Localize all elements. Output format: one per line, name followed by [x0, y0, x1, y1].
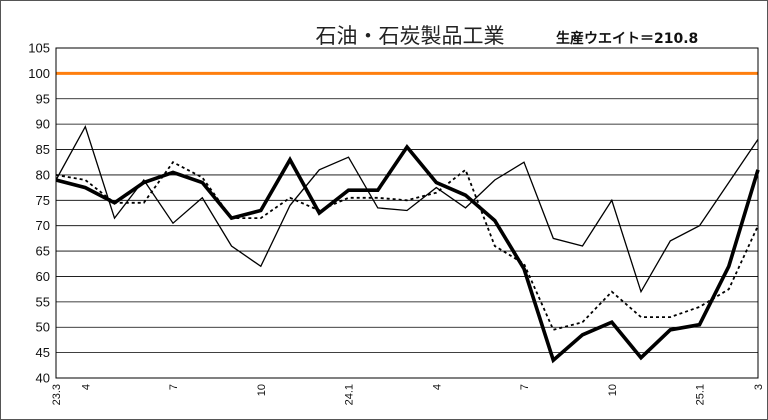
y-tick-label: 45 — [36, 345, 50, 360]
y-tick-label: 85 — [36, 142, 50, 157]
y-tick-label: 100 — [28, 66, 50, 81]
chart-title: 石油・石炭製品工業 — [316, 24, 505, 48]
x-tick-label: 24.1 — [344, 384, 356, 405]
y-tick-label: 105 — [28, 41, 50, 56]
x-tick-label: 3 — [753, 384, 765, 390]
y-axis-ticks: 40 45 50 55 60 65 70 75 80 85 90 95 100 105 — [28, 41, 50, 386]
y-tick-label: 70 — [36, 218, 50, 233]
x-tick-label: 10 — [256, 384, 268, 396]
y-tick-label: 75 — [36, 193, 50, 208]
series-group — [55, 125, 760, 364]
series-line-dotted — [55, 161, 759, 331]
y-tick-label: 60 — [36, 269, 50, 284]
series-line-thin — [55, 125, 759, 294]
x-tick-label: 4 — [80, 384, 92, 390]
x-axis-ticks: 23.3 4 7 10 24.1 4 7 10 25.1 3 — [51, 384, 765, 405]
y-tick-label: 80 — [36, 167, 50, 182]
y-tick-label: 90 — [36, 117, 50, 132]
x-tick-label: 7 — [519, 384, 531, 390]
chart-subtitle: 生産ウエイト＝210.8 — [556, 30, 698, 47]
y-tick-label: 65 — [36, 244, 50, 259]
x-tick-label: 23.3 — [51, 384, 63, 405]
x-tick-label: 25.1 — [695, 384, 707, 405]
x-tick-label: 7 — [168, 384, 180, 390]
series-line-bold — [55, 143, 760, 364]
x-tick-label: 10 — [607, 384, 619, 396]
plot-area-frame — [55, 47, 759, 379]
y-tick-label: 55 — [36, 294, 50, 309]
x-tick-label: 4 — [431, 384, 443, 390]
y-tick-label: 95 — [36, 91, 50, 106]
y-tick-label: 40 — [36, 371, 50, 386]
y-tick-label: 50 — [36, 320, 50, 335]
